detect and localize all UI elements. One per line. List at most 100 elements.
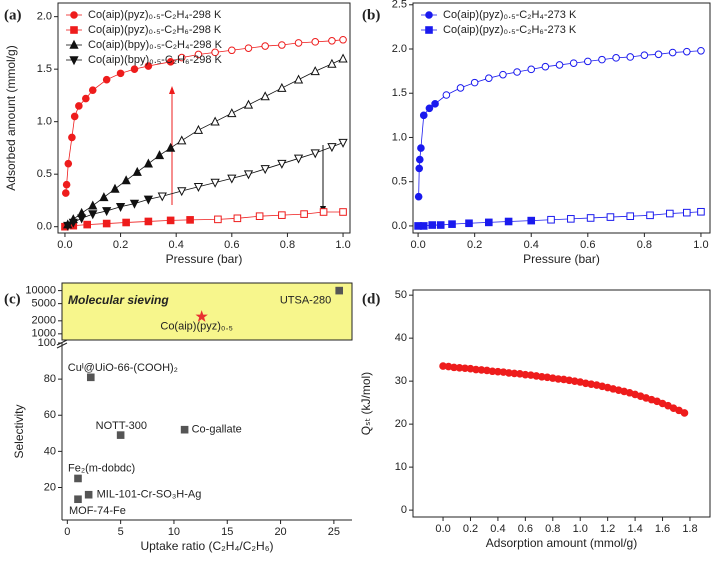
plot-frame	[57, 2, 351, 234]
point	[626, 212, 635, 220]
series-line	[418, 211, 701, 227]
y-tick-label: 60	[44, 409, 56, 421]
point	[626, 53, 635, 61]
arrow-head	[169, 86, 175, 94]
axis-break	[56, 342, 68, 349]
panel-label: (a)	[4, 7, 22, 23]
y-tick-label: 1.5	[37, 63, 52, 75]
x-tick-label: 0.0	[435, 523, 450, 535]
point	[122, 218, 130, 227]
legend-marker	[425, 11, 433, 19]
point-label: Co(aip)(pyz)₀.₅	[160, 321, 233, 333]
point	[193, 182, 204, 192]
point	[294, 39, 303, 47]
point	[335, 286, 344, 295]
x-tick-label: 1.6	[655, 523, 670, 535]
point	[74, 495, 82, 504]
point	[260, 91, 270, 101]
point	[338, 138, 348, 148]
point	[88, 200, 98, 210]
point	[121, 175, 131, 185]
point-label: Fe₂(m-dobdc)	[68, 462, 135, 474]
point	[77, 214, 87, 224]
point	[116, 431, 125, 439]
point	[606, 213, 615, 221]
x-tick-label: 0.2	[467, 239, 482, 251]
x-tick-label: 20	[274, 526, 286, 538]
point	[485, 74, 493, 82]
point	[328, 37, 336, 45]
legend-marker	[425, 26, 433, 34]
point	[640, 51, 649, 59]
point	[428, 221, 437, 229]
point-label: Co-gallate	[192, 424, 242, 436]
point	[327, 143, 337, 153]
point	[177, 135, 187, 145]
point	[214, 215, 222, 224]
x-tick-label: 0.4	[490, 523, 505, 535]
y-tick-label: 1000	[32, 328, 56, 340]
point	[75, 102, 83, 110]
y-axis-title: Qₛₜ (kJ/mol)	[359, 372, 373, 435]
point	[683, 47, 691, 56]
series-line	[67, 58, 344, 225]
x-tick-label: 1.0	[335, 239, 350, 251]
y-tick-label: 0.5	[37, 168, 52, 180]
point	[210, 178, 220, 188]
point	[666, 209, 674, 218]
point	[261, 42, 269, 50]
point-label: Cuᴵ@UiO-66-(COOH)₂	[68, 362, 178, 374]
point	[144, 217, 153, 226]
y-tick-label: 80	[44, 373, 56, 385]
x-tick-label: 1.0	[573, 523, 588, 535]
point	[277, 82, 287, 92]
point	[64, 159, 73, 168]
point	[436, 221, 445, 229]
x-tick-label: 0.0	[57, 239, 72, 251]
x-tick-label: 0.2	[463, 523, 478, 535]
point	[277, 159, 287, 169]
point	[547, 215, 555, 224]
y-tick-label: 10000	[25, 285, 56, 297]
x-axis-title: Uptake ratio (C₂H₄/C₂H₆)	[140, 539, 273, 553]
point	[88, 210, 98, 220]
point	[255, 212, 264, 220]
legend-marker	[69, 56, 79, 66]
x-tick-label: 0.6	[224, 239, 239, 251]
x-tick-label: 0.8	[637, 239, 652, 251]
point	[102, 219, 111, 228]
point	[102, 207, 112, 217]
legend-label: Co(aip)(pyz)₀.₅-C₂H₆-273 K	[443, 24, 577, 36]
point	[210, 116, 220, 126]
point	[697, 207, 705, 216]
y-tick-label: 50	[395, 289, 407, 301]
y-tick-label: 40	[395, 332, 407, 344]
point	[527, 216, 536, 225]
point	[227, 108, 237, 118]
y-tick-label: 1.0	[37, 116, 52, 128]
point	[233, 214, 242, 223]
y-tick-label: 20	[395, 418, 407, 430]
y-tick-label: 5000	[32, 298, 56, 310]
point	[419, 222, 428, 230]
y-axis-title: Selectivity	[12, 404, 26, 458]
point	[166, 216, 175, 225]
point	[68, 133, 76, 142]
point	[244, 44, 253, 52]
legend-label: Co(aip)(pyz)₀.₅-C₂H₄-298 K	[88, 9, 222, 21]
point	[300, 210, 308, 218]
point	[278, 211, 286, 219]
point	[310, 66, 320, 76]
x-axis-title: Adsorption amount (mmol/g)	[486, 536, 637, 550]
point	[470, 78, 479, 87]
x-tick-label: 5	[118, 526, 124, 538]
point	[567, 215, 575, 223]
point	[180, 425, 189, 434]
plot-frame	[412, 289, 711, 518]
point	[68, 218, 78, 228]
point	[115, 202, 126, 212]
point	[697, 46, 705, 55]
x-tick-label: 1.4	[627, 523, 642, 535]
y-tick-label: 2.5	[392, 0, 407, 11]
point	[157, 192, 167, 202]
